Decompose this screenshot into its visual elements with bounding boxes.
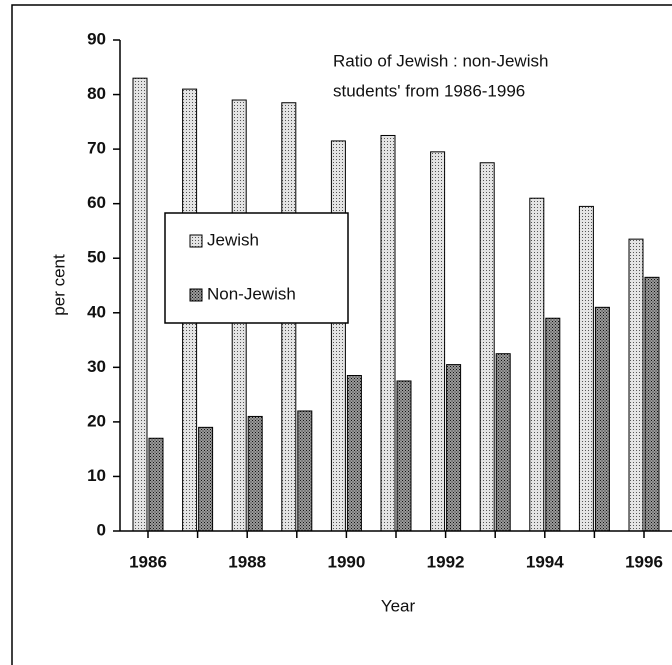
- x-tick-label: 1988: [228, 552, 266, 571]
- y-tick-label: 0: [97, 520, 106, 539]
- bar: [545, 317, 561, 532]
- bar: [628, 238, 644, 532]
- bar: [396, 380, 412, 532]
- x-tick-label: 1994: [526, 552, 564, 571]
- bar: [446, 364, 462, 532]
- legend: [164, 212, 349, 324]
- y-axis-label: per cent: [49, 254, 68, 316]
- bar: [330, 140, 346, 532]
- bar: [297, 410, 313, 532]
- y-tick-label: 20: [87, 411, 106, 430]
- y-tick-label: 40: [87, 302, 106, 321]
- legend-swatch: [189, 234, 203, 248]
- bar: [430, 151, 446, 532]
- frame: [11, 4, 672, 665]
- y-tick-label: 70: [87, 139, 106, 158]
- bar: [529, 197, 545, 532]
- x-tick-label: 1990: [327, 552, 365, 571]
- bar: [247, 415, 263, 532]
- y-tick-label: 30: [87, 357, 106, 376]
- bar: [644, 276, 660, 532]
- y-tick-label: 80: [87, 84, 106, 103]
- bar: [380, 134, 396, 532]
- legend-label: Non-Jewish: [207, 284, 296, 303]
- bar: [479, 162, 495, 532]
- legend-label: Jewish: [207, 230, 259, 249]
- bar: [148, 437, 164, 532]
- x-tick-label: 1996: [625, 552, 663, 571]
- chart-title: students' from 1986-1996: [333, 81, 525, 100]
- bar: [132, 77, 148, 532]
- legend-swatch: [189, 288, 203, 302]
- x-axis-label: Year: [381, 596, 416, 615]
- bar: [594, 306, 610, 532]
- x-tick-label: 1992: [427, 552, 465, 571]
- x-tick-label: 1986: [129, 552, 167, 571]
- bar: [495, 353, 511, 532]
- y-tick-label: 10: [87, 466, 106, 485]
- y-tick-label: 50: [87, 248, 106, 267]
- bar: [198, 426, 214, 532]
- y-tick-label: 90: [87, 29, 106, 48]
- y-tick-label: 60: [87, 193, 106, 212]
- chart-title: Ratio of Jewish : non-Jewish: [333, 51, 548, 70]
- bar: [578, 205, 594, 532]
- bar: [346, 375, 362, 532]
